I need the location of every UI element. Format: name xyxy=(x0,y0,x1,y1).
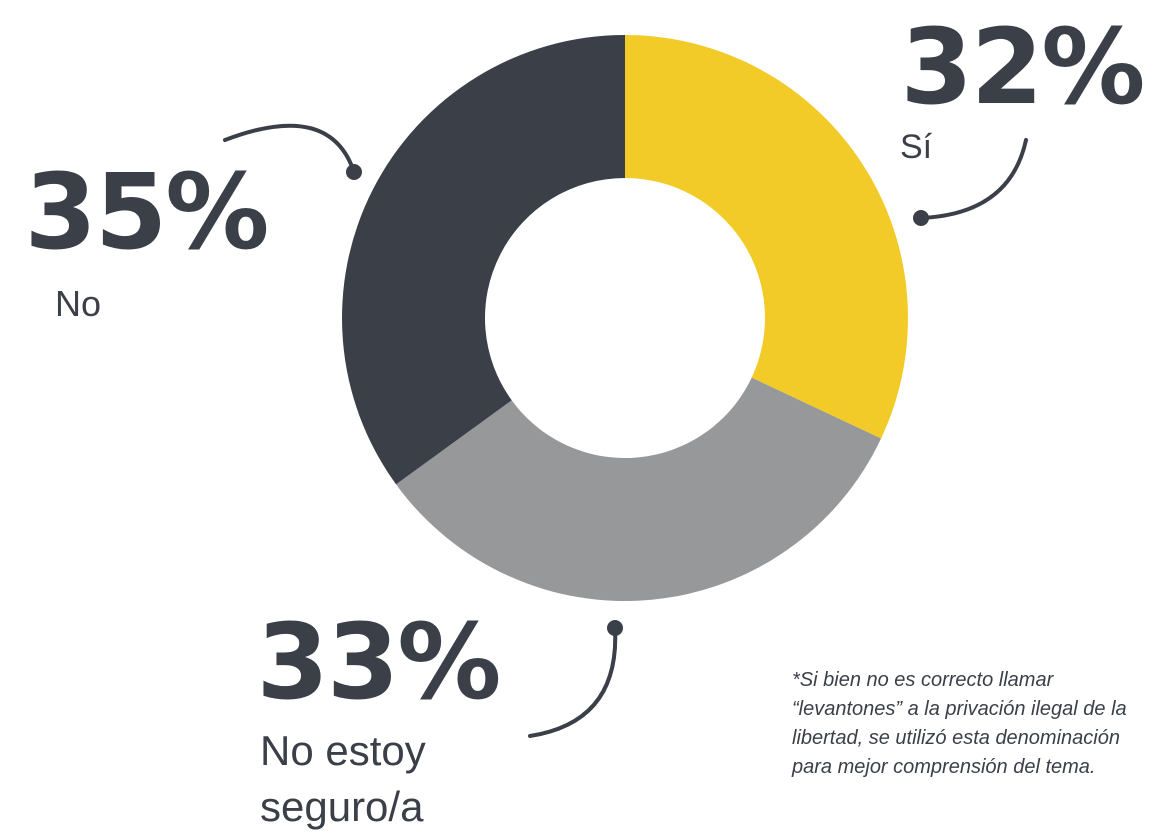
slice xyxy=(396,377,882,601)
footnote-line: “levantones” a la privación ilegal de la xyxy=(792,698,1127,720)
value-label: 32% xyxy=(901,6,1144,128)
connector xyxy=(919,138,1028,220)
category-line: seguro/a xyxy=(260,783,424,830)
connector xyxy=(528,626,618,738)
value-label: 33% xyxy=(257,601,500,723)
connector-dot xyxy=(607,620,623,636)
footnote-line: libertad, se utilizó esta denominación xyxy=(792,727,1120,749)
category-line: No estoy xyxy=(260,727,426,774)
connector-dot xyxy=(346,164,362,180)
slice xyxy=(341,35,625,485)
value-label: 35% xyxy=(25,151,268,273)
category-label: No xyxy=(55,283,101,324)
connector-dot xyxy=(913,210,929,226)
connector xyxy=(223,123,356,174)
slice xyxy=(625,35,908,439)
footnote-line: *Si bien no es correcto llamar xyxy=(792,669,1055,691)
category-label: Sí xyxy=(900,128,933,166)
category-label: No estoy seguro/a xyxy=(260,727,426,830)
footnote-line: para mejor comprensión del tema. xyxy=(791,756,1095,778)
connectors xyxy=(223,123,1028,738)
